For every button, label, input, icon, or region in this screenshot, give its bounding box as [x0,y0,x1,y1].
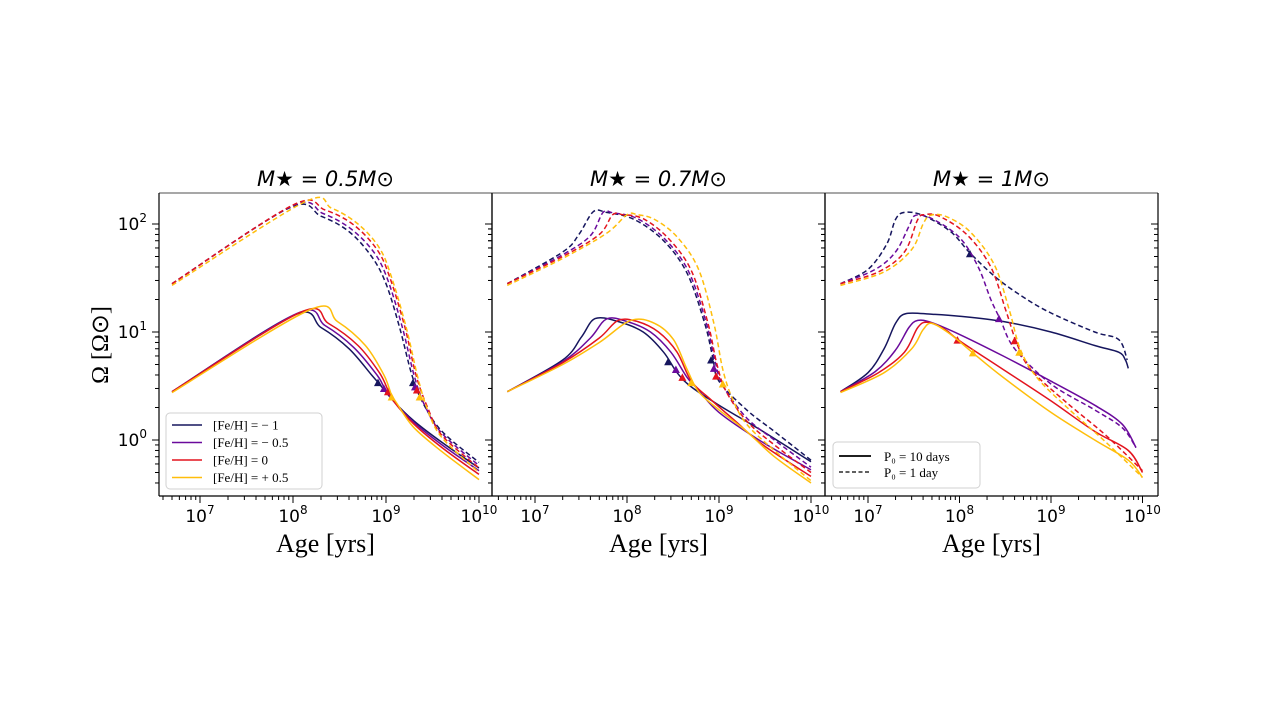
marker-triangle [678,373,687,381]
series-line-feh0-p0-10days [171,307,480,476]
marker-triangle [718,380,727,388]
series-group [506,209,812,484]
series-line-fehm1-p0-10days [506,316,812,463]
marker-triangle [712,372,721,380]
series-line-fehp0.5-p0-1day [506,212,812,482]
marker-triangle [387,393,396,401]
legend-label: [Fe/H] = + 0.5 [213,470,288,485]
series-line-feh0-p0-1day [506,212,812,474]
x-axis-label: Age [yrs] [609,529,708,558]
x-tick-label: 108 [945,503,974,527]
legend-frame [165,412,323,490]
panel-2: M★ = 0.7M⊙ 107 108 109 1010 Age [yrs] [485,167,829,558]
series-line-feh0-p0-10days [506,318,812,478]
series-line-fehp0.5-p0-1day [840,213,1144,479]
legend-label: [Fe/H] = − 1 [213,418,279,433]
series-group [171,196,480,481]
marker-triangle [412,386,421,394]
legend-label: [Fe/H] = 0 [213,453,268,468]
series-line-fehm1-p0-1day [840,211,1128,361]
legend-label: P₀ = 10 days [884,449,950,464]
y-tick-label: 101 [118,319,147,343]
series-group [840,211,1144,479]
x-tick-label: 1010 [793,503,830,527]
x-tick-label: 109 [371,503,400,527]
series-line-feh0-p0-1day [840,213,1144,472]
marker-triangle [709,364,718,372]
series-line-fehm0.5-p0-1day [171,201,480,467]
marker-triangle [383,387,392,396]
marker-triangle [1015,348,1024,356]
x-tick-label: 1010 [1124,503,1161,527]
marker-triangle [687,378,696,387]
panel-title: M★ = 1M⊙ [933,167,1050,191]
marker-triangle [415,393,424,401]
x-tick-label: 1010 [461,503,498,527]
marker-triangle [968,348,977,357]
y-tick-label: 102 [118,211,147,235]
series-line-fehm1-p0-10days [840,312,1130,393]
y-tick-label: 100 [118,427,147,451]
series-line-fehm0.5-p0-1day [506,209,812,468]
x-tick-label: 108 [278,503,307,527]
marker-triangle [994,314,1003,323]
x-tick-label: 109 [1036,503,1065,527]
marker-triangle [664,357,673,366]
series-line-fehm1-p0-1day [506,209,812,461]
legend-label: P₀ = 1 day [884,465,939,480]
panel-title: M★ = 0.5M⊙ [257,167,394,191]
series-line-fehp0.5-p0-1day [171,196,480,474]
x-tick-label: 107 [520,503,549,527]
legend-label: [Fe/H] = − 0.5 [213,435,288,450]
legend-frame [832,441,981,489]
x-tick-label: 107 [853,503,882,527]
marker-triangle [707,356,716,364]
x-tick-label: 109 [704,503,733,527]
legend-metallicity: [Fe/H] = − 1 [Fe/H] = − 0.5 [Fe/H] = 0 [Fe/… [165,412,323,490]
marker-triangle [379,384,388,392]
panel-1: M★ = 0.5M⊙ 107 108 109 1010 100 101 102 Age [yrs… [118,167,498,558]
x-axis-label: Age [yrs] [276,529,375,558]
series-line-fehp0.5-p0-10days [506,318,812,484]
series-line-feh0-p0-1day [171,199,480,469]
marker-triangle [671,365,680,373]
panel-title: M★ = 0.7M⊙ [590,167,727,191]
x-axis-label: Age [yrs] [942,529,1041,558]
series-line-fehm0.5-p0-10days [506,317,812,471]
x-tick-label: 107 [185,503,214,527]
series-line-fehm0.5-p0-1day [840,214,1137,449]
marker-triangle [373,378,382,387]
series-line-fehp0.5-p0-10days [171,305,480,481]
series-line-fehm0.5-p0-10days [840,319,1137,448]
panel-3: M★ = 1M⊙ 107 108 109 1010 Age [yrs] [818,167,1161,558]
series-line-fehp0.5-p0-10days [840,322,1144,478]
x-tick-label: 108 [612,503,641,527]
y-axis-label: Ω [Ω⊙] [88,306,114,384]
marker-triangle [1010,336,1019,345]
